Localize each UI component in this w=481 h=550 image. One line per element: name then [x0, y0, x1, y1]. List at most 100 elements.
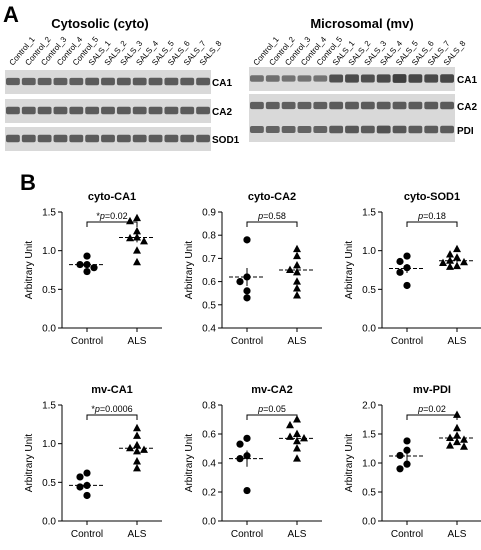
band-mv-pdi-lane-11 — [408, 125, 423, 134]
band-mv-ca2-lane-11 — [408, 101, 423, 110]
band-mv-pdi-lane-9 — [376, 125, 391, 134]
band-cyto-ca2-lane-3 — [37, 106, 52, 115]
series-mv-ca1-als — [119, 423, 155, 472]
x-category-label-mv-ca2-control: Control — [231, 529, 263, 540]
point-mv-pdi-als-2 — [453, 423, 461, 432]
band-cyto-sod1-lane-10 — [148, 134, 163, 143]
band-mv-ca1-lane-10 — [392, 74, 407, 83]
series-mv-pdi-als — [439, 410, 475, 450]
y-tick-label-cyto-ca2: 0.4 — [202, 324, 216, 335]
point-mv-pdi-als-1 — [453, 410, 461, 418]
point-cyto-ca2-control-5 — [243, 294, 251, 302]
series-cyto-sod1-control — [389, 252, 425, 290]
y-tick-label-cyto-ca1: 0.0 — [42, 324, 56, 335]
y-axis-label-cyto-ca1: Arbitrary Unit — [24, 241, 35, 300]
band-mv-ca1-lane-7 — [345, 74, 359, 83]
point-mv-ca2-als-7 — [293, 444, 301, 452]
band-mv-ca1-lane-13 — [440, 74, 454, 83]
point-cyto-sod1-als-4 — [446, 256, 454, 264]
point-cyto-ca2-als-2 — [293, 251, 301, 260]
series-mv-ca1-control — [69, 469, 105, 500]
band-mv-ca2-lane-12 — [424, 101, 439, 110]
point-cyto-ca1-control-5 — [83, 267, 91, 276]
y-tick-label-cyto-sod1: 0.0 — [362, 324, 376, 335]
point-mv-ca2-als-4 — [286, 432, 294, 440]
plot-title-mv-ca1: mv-CA1 — [91, 384, 133, 396]
plot-cyto-ca2: cyto-CA2 0.4 0.5 0.6 0.7 0.8 0.9 Arbitrary Unit… — [184, 191, 322, 347]
p-value-label-cyto-ca1: *p=0.02 — [96, 211, 127, 221]
y-tick-label-mv-pdi: 0.5 — [362, 488, 376, 499]
band-mv-ca2-lane-4 — [297, 101, 312, 110]
y-tick-label-mv-ca1: 1.0 — [42, 439, 56, 450]
y-tick-label-cyto-ca2: 0.7 — [202, 254, 216, 265]
y-tick-label-cyto-ca2: 0.5 — [202, 300, 216, 311]
band-label-cyto-sod1: SOD1 — [212, 135, 240, 146]
plot-title-cyto-ca2: cyto-CA2 — [248, 191, 296, 203]
y-tick-label-mv-pdi: 0.0 — [362, 517, 376, 528]
band-label-mv-ca1: CA1 — [457, 75, 477, 86]
band-cyto-ca2-lane-5 — [69, 106, 84, 115]
y-tick-label-mv-ca2: 0.8 — [202, 401, 216, 412]
point-mv-ca1-als-2 — [133, 431, 141, 439]
point-mv-ca2-control-2 — [236, 440, 244, 448]
x-category-label-cyto-ca2-control: Control — [231, 336, 263, 347]
point-mv-pdi-als-7 — [446, 441, 454, 449]
plot-title-cyto-sod1: cyto-SOD1 — [404, 191, 460, 203]
y-tick-label-cyto-ca2: 0.9 — [202, 208, 216, 219]
panel-a-letter: A — [3, 2, 19, 27]
point-mv-ca1-als-3 — [133, 440, 141, 449]
point-cyto-ca1-control-2 — [83, 260, 91, 269]
x-category-label-mv-pdi-control: Control — [391, 529, 423, 540]
point-cyto-sod1-als-8 — [446, 262, 454, 270]
point-mv-ca1-als-8 — [133, 464, 141, 472]
point-cyto-sod1-als-6 — [439, 258, 447, 267]
band-cyto-ca2-lane-9 — [132, 106, 147, 115]
band-cyto-ca2-lane-12 — [180, 106, 195, 115]
y-tick-label-mv-ca2: 0.2 — [202, 488, 216, 499]
y-tick-label-mv-pdi: 2.0 — [362, 401, 376, 412]
band-mv-ca1-lane-11 — [408, 74, 423, 83]
band-mv-ca1-lane-5 — [313, 75, 328, 82]
band-mv-ca2-lane-6 — [329, 101, 344, 110]
band-label-mv-pdi: PDI — [457, 126, 474, 137]
point-mv-ca2-control-4 — [236, 455, 244, 463]
plot-title-cyto-ca1: cyto-CA1 — [88, 191, 136, 203]
band-cyto-ca1-lane-8 — [116, 77, 131, 86]
band-mv-ca2-lane-9 — [376, 101, 391, 110]
y-axis-label-cyto-sod1: Arbitrary Unit — [344, 241, 355, 300]
significance-bracket-cyto-sod1 — [406, 221, 458, 227]
point-cyto-sod1-als-5 — [460, 257, 468, 266]
point-cyto-ca2-als-1 — [293, 244, 301, 253]
band-mv-pdi-lane-4 — [297, 126, 312, 133]
band-mv-pdi-lane-8 — [360, 125, 375, 134]
point-mv-pdi-control-3 — [396, 451, 404, 460]
band-cyto-ca2-lane-7 — [101, 106, 115, 115]
y-tick-label-mv-ca2: 0.0 — [202, 517, 216, 528]
y-tick-label-mv-ca1: 0.0 — [42, 517, 56, 528]
band-cyto-ca1-lane-9 — [132, 77, 147, 86]
point-cyto-ca2-control-4 — [243, 287, 251, 295]
plot-title-mv-pdi: mv-PDI — [413, 384, 451, 396]
band-label-cyto-ca2: CA2 — [212, 107, 232, 118]
point-cyto-ca1-als-8 — [133, 257, 141, 266]
point-mv-ca1-als-6 — [133, 447, 141, 455]
band-cyto-sod1-lane-7 — [101, 134, 115, 143]
band-mv-ca2-lane-3 — [281, 101, 296, 110]
band-mv-ca1-lane-3 — [281, 75, 296, 82]
band-label-mv-ca2: CA2 — [457, 102, 477, 113]
band-cyto-ca1-lane-5 — [69, 77, 84, 86]
x-category-label-cyto-ca2-als: ALS — [288, 336, 307, 347]
point-mv-ca2-als-1 — [293, 415, 301, 423]
point-cyto-ca1-control-4 — [90, 264, 98, 272]
band-mv-ca2-lane-10 — [392, 101, 407, 110]
band-cyto-ca2-lane-2 — [21, 106, 36, 115]
band-cyto-ca1-lane-2 — [21, 77, 36, 86]
band-cyto-ca2-lane-13 — [196, 106, 210, 115]
point-mv-pdi-control-1 — [403, 437, 411, 445]
significance-bracket-cyto-ca2 — [246, 221, 298, 227]
band-cyto-ca1-lane-11 — [164, 77, 179, 86]
band-mv-ca1-lane-1 — [250, 75, 264, 82]
blot-title-cytosolic: Cytosolic (cyto) — [51, 16, 149, 31]
band-cyto-sod1-lane-3 — [37, 134, 52, 143]
